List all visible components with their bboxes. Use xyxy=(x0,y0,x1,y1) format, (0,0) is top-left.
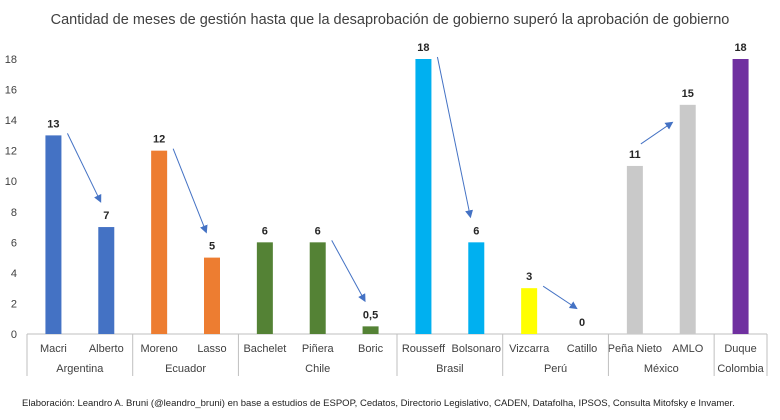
group-label: Perú xyxy=(544,363,567,375)
category-label: Bolsonaro xyxy=(452,343,502,355)
category-label: Alberto xyxy=(89,343,124,355)
category-label: Rousseff xyxy=(402,343,446,355)
y-tick-label: 2 xyxy=(11,298,17,310)
y-tick-label: 0 xyxy=(11,329,17,341)
trend-arrow xyxy=(640,121,674,145)
y-tick-label: 8 xyxy=(11,207,17,219)
trend-arrow xyxy=(331,240,366,303)
bar xyxy=(415,59,432,334)
category-label: Piñera xyxy=(302,343,335,355)
group-label: Colombia xyxy=(717,363,764,375)
category-label: Boric xyxy=(358,343,384,355)
category-label: Duque xyxy=(724,343,756,355)
bar xyxy=(626,165,643,334)
data-label: 0 xyxy=(579,317,585,329)
bar xyxy=(98,227,115,334)
trend-arrow xyxy=(172,148,208,234)
data-label: 6 xyxy=(262,225,268,237)
trend-arrow xyxy=(436,56,473,219)
bar xyxy=(732,59,749,334)
bar xyxy=(362,326,379,334)
data-label: 12 xyxy=(153,134,165,146)
data-label: 0,5 xyxy=(363,309,378,321)
bar xyxy=(45,135,62,334)
y-tick-label: 14 xyxy=(5,115,17,127)
data-label: 18 xyxy=(734,42,746,54)
bar xyxy=(151,150,168,334)
category-label: Lasso xyxy=(197,343,226,355)
bar xyxy=(309,242,326,334)
y-tick-label: 4 xyxy=(11,268,17,280)
group-label: Argentina xyxy=(56,363,104,375)
data-label: 18 xyxy=(417,42,429,54)
category-label: AMLO xyxy=(672,343,704,355)
category-label: Peña Nieto xyxy=(608,343,662,355)
group-label: Ecuador xyxy=(165,363,206,375)
y-tick-label: 12 xyxy=(5,146,17,158)
group-label: México xyxy=(644,363,679,375)
bar xyxy=(521,288,538,334)
data-label: 11 xyxy=(629,149,641,161)
category-label: Macri xyxy=(40,343,67,355)
y-tick-label: 16 xyxy=(5,85,17,97)
trend-arrow xyxy=(66,133,102,203)
category-label: Moreno xyxy=(140,343,177,355)
bar xyxy=(468,242,485,334)
chart-title: Cantidad de meses de gestión hasta que l… xyxy=(50,12,730,28)
data-label: 13 xyxy=(47,118,59,130)
category-label: Vizcarra xyxy=(509,343,550,355)
data-label: 7 xyxy=(103,210,109,222)
bar xyxy=(204,257,220,334)
bar xyxy=(679,104,696,334)
category-label: Catillo xyxy=(567,343,598,355)
data-label: 15 xyxy=(682,88,694,100)
source-note: Elaboración: Leandro A. Bruni (@leandro_… xyxy=(22,398,735,409)
y-tick-label: 6 xyxy=(11,237,17,249)
data-label: 6 xyxy=(315,225,321,237)
y-tick-label: 18 xyxy=(5,54,17,66)
category-label: Bachelet xyxy=(243,343,286,355)
bar xyxy=(256,242,273,334)
data-label: 6 xyxy=(473,225,479,237)
data-label: 3 xyxy=(526,271,532,283)
data-label: 5 xyxy=(209,241,215,253)
y-tick-label: 10 xyxy=(5,176,17,188)
group-label: Chile xyxy=(305,363,330,375)
group-label: Brasil xyxy=(436,363,464,375)
trend-arrow xyxy=(542,285,578,310)
